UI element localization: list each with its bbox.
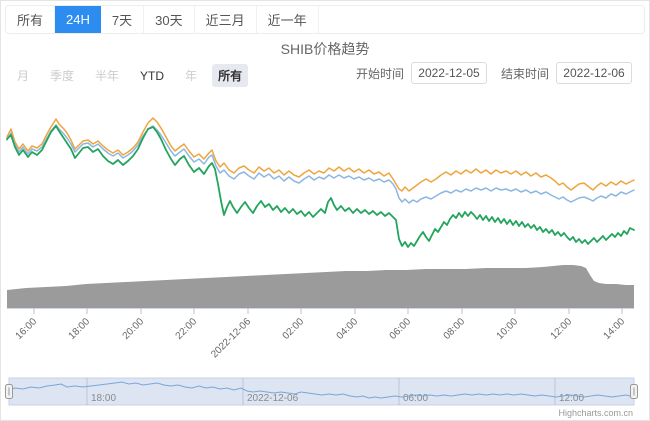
x-axis-label: 16:00 bbox=[14, 316, 40, 342]
range-button-ytd[interactable]: YTD bbox=[140, 68, 165, 83]
range-button-halfyear: 半年 bbox=[95, 69, 120, 83]
navigator-handle-right[interactable] bbox=[630, 384, 638, 399]
navigator-handle-left[interactable] bbox=[5, 384, 13, 399]
navigator-axis-label: 06:00 bbox=[403, 393, 428, 404]
navigator-axis-label: 12:00 bbox=[559, 393, 584, 404]
range-button-year: 年 bbox=[185, 69, 198, 83]
end-date-label: 结束时间 bbox=[500, 66, 549, 81]
tab-1y[interactable]: 近一年 bbox=[257, 6, 319, 33]
tab-3m[interactable]: 近三月 bbox=[195, 6, 257, 33]
range-button-all[interactable]: 所有 bbox=[212, 64, 249, 87]
volume-area bbox=[7, 265, 634, 308]
page-title: SHIB价格趋势 bbox=[280, 41, 370, 57]
series-line-lower-green bbox=[6, 125, 635, 248]
tab-24h[interactable]: 24H bbox=[55, 6, 101, 33]
navigator-series-line bbox=[8, 381, 635, 399]
series-line-upper-orange bbox=[6, 117, 635, 192]
start-date-label: 开始时间 bbox=[355, 66, 404, 81]
navigator-mask[interactable] bbox=[8, 377, 635, 406]
end-date-input[interactable] bbox=[556, 62, 632, 84]
period-tabbar: 所有 24H 7天 30天 近三月 近一年 bbox=[5, 5, 645, 34]
navigator-axis-label: 18:00 bbox=[91, 393, 116, 404]
date-filters: 开始时间 结束时间 bbox=[356, 62, 632, 84]
navigator-axis-label: 2022-12-06 bbox=[247, 393, 299, 404]
x-axis-label: 02:00 bbox=[281, 316, 307, 342]
range-button-quarter: 季度 bbox=[50, 69, 75, 83]
x-axis-label: 06:00 bbox=[388, 316, 414, 342]
start-date-input[interactable] bbox=[410, 62, 487, 84]
series-line-middle-blue bbox=[6, 124, 635, 204]
tab-30d[interactable]: 30天 bbox=[144, 6, 195, 33]
x-axis-label: 12:00 bbox=[549, 316, 575, 342]
range-button-month: 月 bbox=[17, 69, 30, 83]
x-axis-label: 20:00 bbox=[121, 316, 147, 342]
tab-all[interactable]: 所有 bbox=[6, 6, 56, 33]
range-selector: 月 季度 半年 YTD 年 所有 bbox=[11, 64, 249, 87]
x-axis-label: 08:00 bbox=[442, 316, 468, 342]
x-axis-label: 18:00 bbox=[67, 316, 93, 342]
tab-7d[interactable]: 7天 bbox=[101, 6, 145, 33]
x-axis-label: 2022-12-06 bbox=[209, 316, 253, 360]
x-axis-label: 04:00 bbox=[335, 316, 361, 342]
x-axis-label: 14:00 bbox=[602, 316, 628, 342]
x-axis-label: 22:00 bbox=[174, 316, 200, 342]
x-axis-label: 10:00 bbox=[495, 316, 521, 342]
highcharts-credit-link[interactable]: Highcharts.com.cn bbox=[558, 408, 633, 418]
